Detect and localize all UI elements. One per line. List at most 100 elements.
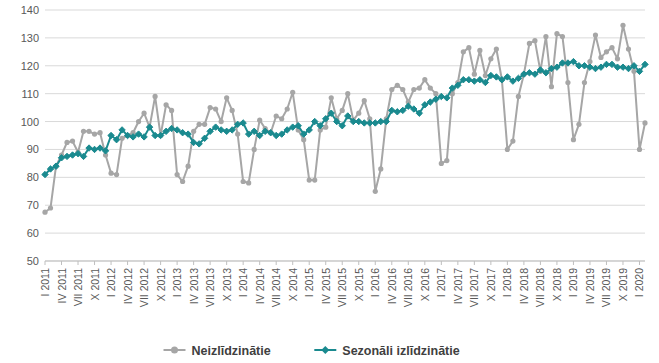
circle-marker [81,129,86,134]
x-tick-label: IV 2013 [188,268,200,304]
x-tick-label: I 2018 [501,268,513,297]
diamond-marker [620,64,626,70]
y-tick-label: 130 [21,32,39,44]
diamond-marker [157,132,163,138]
diamond-marker [631,63,637,69]
x-tick [226,261,227,265]
x-tick-label: IV 2016 [386,268,398,304]
circle-marker [400,87,405,92]
diamond-marker [444,95,450,101]
x-tick [61,261,62,265]
circle-marker [158,133,163,138]
circle-marker [97,130,102,135]
x-tick [193,261,194,265]
circle-marker [268,130,273,135]
diamond-marker [295,123,301,129]
diamond-marker [334,118,340,124]
circle-marker [290,90,295,95]
y-tick-label: 120 [21,60,39,72]
x-tick [358,261,359,265]
circle-marker [609,45,614,50]
legend-marker [171,347,178,354]
circle-marker [53,164,58,169]
x-tick [45,261,46,265]
circle-marker [213,106,218,111]
circle-marker [494,46,499,51]
x-tick-label: I 2012 [105,268,117,297]
x-tick [243,261,244,265]
circle-marker [241,179,246,184]
circle-marker [279,116,284,121]
legend: NeizlīdzinātieSezonāli izlīdzinātie [164,344,460,358]
x-tick-label: IV 2011 [56,268,68,304]
circle-marker [576,122,581,127]
circle-marker [505,147,510,152]
circle-marker [488,56,493,61]
diamond-marker [146,124,152,130]
diamond-marker [515,75,521,81]
diamond-marker [168,125,174,131]
x-tick [507,261,508,265]
circle-marker [307,178,312,183]
diamond-marker [119,127,125,133]
diamond-marker [543,70,549,76]
diamond-marker [190,139,196,145]
diamond-marker [207,128,213,134]
circle-marker [164,102,169,107]
diamond-marker [124,132,130,138]
circle-marker [312,178,317,183]
diamond-marker [86,145,92,151]
circle-marker [554,31,559,36]
circle-marker [219,119,224,124]
x-tick [573,261,574,265]
circle-marker [626,46,631,51]
chart: 5060708090100110120130140I 2011IV 2011VI… [0,0,659,363]
diamond-marker [323,116,329,122]
x-tick-label: I 2019 [567,268,579,297]
x-tick-label: X 2019 [617,268,629,301]
x-tick-label: X 2017 [485,268,497,301]
grid-line [45,261,645,262]
circle-marker [152,94,157,99]
circle-marker [521,72,526,77]
circle-marker [202,122,207,127]
circle-marker [428,85,433,90]
diamond-marker [240,120,246,126]
grid-line [45,205,645,206]
diamond-marker [256,132,262,138]
diamond-marker [372,120,378,126]
series-line [45,25,645,212]
circle-marker [549,84,554,89]
circle-marker [64,140,69,145]
x-tick [622,261,623,265]
circle-marker [70,138,75,143]
x-tick-label: VII 2011 [72,268,84,306]
diamond-marker [356,118,362,124]
diamond-marker [278,131,284,137]
x-tick-label: IV 2019 [584,268,596,304]
x-tick-label: X 2013 [221,268,233,301]
grid-line [45,93,645,94]
circle-marker [345,91,350,96]
diamond-marker [251,128,257,134]
x-tick-label: VII 2019 [600,268,612,307]
x-tick [292,261,293,265]
x-tick-label: I 2016 [369,268,381,297]
x-tick [639,261,640,265]
diamond-marker [400,107,406,113]
plot-area [42,23,648,215]
y-tick-label: 50 [27,255,39,267]
diamond-marker [471,78,477,84]
circle-marker [136,119,141,124]
x-tick [309,261,310,265]
x-tick-label: VII 2013 [204,268,216,307]
circle-marker [444,158,449,163]
circle-marker [92,132,97,137]
circle-marker [543,34,548,39]
circle-marker [477,48,482,53]
diamond-marker [64,153,70,159]
diamond-marker [91,146,97,152]
diamond-marker [273,132,279,138]
diamond-marker [328,110,334,116]
x-tick [457,261,458,265]
